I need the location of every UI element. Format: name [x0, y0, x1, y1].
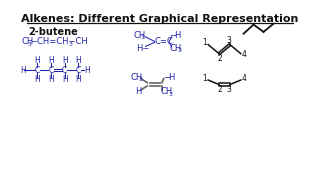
Text: C: C: [35, 66, 40, 75]
Text: 3: 3: [28, 42, 32, 47]
Text: 3: 3: [68, 42, 72, 47]
Text: ─H: ─H: [164, 73, 175, 82]
Text: H: H: [35, 57, 40, 66]
Text: C=C: C=C: [155, 37, 173, 46]
Text: C: C: [76, 66, 81, 75]
Text: CH: CH: [170, 44, 182, 53]
Text: C: C: [62, 66, 67, 75]
Text: H: H: [48, 57, 54, 66]
Text: ─H: ─H: [170, 31, 181, 40]
Text: H: H: [35, 75, 40, 84]
Text: H: H: [84, 66, 90, 75]
Text: CH: CH: [134, 31, 146, 40]
Text: H−: H−: [136, 44, 150, 53]
Text: 2: 2: [218, 54, 222, 63]
Text: 3: 3: [227, 85, 231, 94]
Text: CH: CH: [130, 73, 142, 82]
Text: −CH=CH−CH: −CH=CH−CH: [30, 37, 88, 46]
Text: CH: CH: [161, 87, 173, 96]
Text: 3: 3: [227, 35, 231, 44]
Text: 3: 3: [138, 77, 142, 82]
Text: 3: 3: [177, 48, 181, 53]
Text: H: H: [76, 57, 81, 66]
Text: H: H: [62, 57, 68, 66]
Text: H: H: [135, 87, 142, 96]
Text: 4: 4: [242, 50, 247, 59]
Text: H: H: [48, 75, 54, 84]
Text: C: C: [48, 66, 54, 75]
Text: CH: CH: [21, 37, 33, 46]
Text: 2-butene: 2-butene: [28, 27, 78, 37]
Text: 3: 3: [168, 92, 172, 97]
Text: 1: 1: [202, 38, 207, 47]
Text: H: H: [76, 75, 81, 84]
Text: H: H: [20, 66, 26, 75]
Text: 1: 1: [202, 74, 207, 83]
Text: H: H: [62, 75, 68, 84]
Text: 4: 4: [242, 74, 247, 83]
Text: 3: 3: [141, 35, 145, 40]
Text: Alkenes: Different Graphical Representation: Alkenes: Different Graphical Representat…: [21, 14, 299, 24]
Text: 2: 2: [218, 85, 222, 94]
